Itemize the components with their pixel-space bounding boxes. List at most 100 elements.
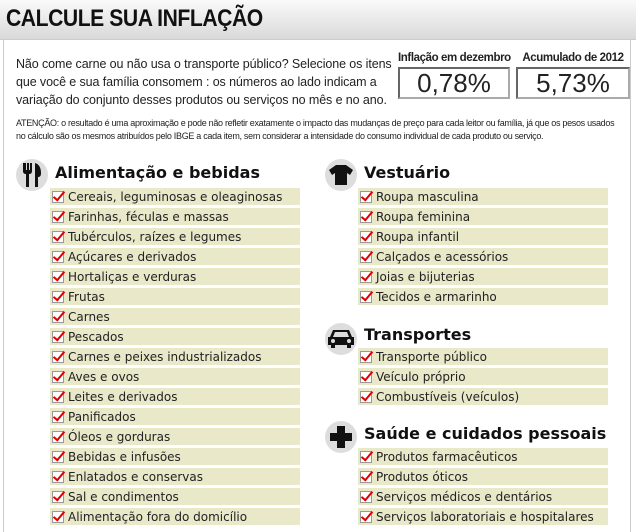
- item-label: Produtos farmacêuticos: [376, 449, 518, 464]
- category-item[interactable]: Roupa feminina: [358, 208, 608, 225]
- category-item[interactable]: Combustíveis (veículos): [358, 388, 608, 405]
- category-items: Produtos farmacêuticos Produtos óticos Ser…: [358, 448, 608, 528]
- checkbox-checked[interactable]: [360, 510, 372, 523]
- stat-value: 5,73%: [516, 67, 630, 99]
- checkbox-checked[interactable]: [52, 190, 64, 203]
- category-item[interactable]: Sal e condimentos: [50, 488, 300, 505]
- item-label: Sal e condimentos: [68, 489, 179, 504]
- category-item[interactable]: Alimentação fora do domicílio: [50, 508, 300, 525]
- category-item[interactable]: Frutas: [50, 288, 300, 305]
- header: CALCULE SUA INFLAÇÃO: [0, 0, 636, 40]
- category-item[interactable]: Transporte público: [358, 348, 608, 365]
- checkbox-checked[interactable]: [360, 290, 372, 303]
- category-item[interactable]: Serviços médicos e dentários: [358, 488, 608, 505]
- checkbox-checked[interactable]: [52, 270, 64, 283]
- checkbox-checked[interactable]: [52, 390, 64, 403]
- checkbox-checked[interactable]: [360, 230, 372, 243]
- checkbox-checked[interactable]: [360, 490, 372, 503]
- category-item[interactable]: Produtos farmacêuticos: [358, 448, 608, 465]
- stat-label: Acumulado de 2012: [522, 52, 624, 64]
- checkbox-checked[interactable]: [52, 450, 64, 463]
- checkbox-checked[interactable]: [360, 370, 372, 383]
- checkbox-checked[interactable]: [52, 350, 64, 363]
- category-item[interactable]: Produtos óticos: [358, 468, 608, 485]
- item-label: Combustíveis (veículos): [376, 389, 520, 404]
- content-panel: [3, 40, 631, 532]
- car-icon: [325, 323, 357, 355]
- item-label: Cereais, leguminosas e oleaginosas: [68, 189, 283, 204]
- category-item[interactable]: Bebidas e infusões: [50, 448, 300, 465]
- category-item[interactable]: Calçados e acessórios: [358, 248, 608, 265]
- category-title: Vestuário: [364, 163, 451, 182]
- checkbox-checked[interactable]: [360, 250, 372, 263]
- category-item[interactable]: Pescados: [50, 328, 300, 345]
- category-item[interactable]: Tecidos e armarinho: [358, 288, 608, 305]
- category-item[interactable]: Roupa masculina: [358, 188, 608, 205]
- checkbox-checked[interactable]: [52, 290, 64, 303]
- item-label: Óleos e gorduras: [68, 429, 171, 444]
- checkbox-checked[interactable]: [360, 190, 372, 203]
- item-label: Veículo próprio: [376, 369, 466, 384]
- category-item[interactable]: Roupa infantil: [358, 228, 608, 245]
- item-label: Açúcares e derivados: [68, 249, 197, 264]
- checkbox-checked[interactable]: [52, 210, 64, 223]
- item-label: Enlatados e conservas: [68, 469, 203, 484]
- category-title: Saúde e cuidados pessoais: [364, 424, 607, 443]
- stat-accumulated: Acumulado de 2012 5,73%: [516, 52, 630, 99]
- intro-text: Não come carne ou não usa o transporte p…: [16, 57, 392, 107]
- category-title: Transportes: [364, 325, 472, 344]
- item-label: Hortaliças e verduras: [68, 269, 197, 284]
- category-item[interactable]: Açúcares e derivados: [50, 248, 300, 265]
- category-item[interactable]: Cereais, leguminosas e oleaginosas: [50, 188, 300, 205]
- category-item[interactable]: Carnes: [50, 308, 300, 325]
- item-label: Joias e bijuterias: [376, 269, 475, 284]
- checkbox-checked[interactable]: [360, 390, 372, 403]
- category-item[interactable]: Aves e ovos: [50, 368, 300, 385]
- category-item[interactable]: Óleos e gorduras: [50, 428, 300, 445]
- warning-note: ATENÇÃO: o resultado é uma aproximação e…: [16, 118, 615, 141]
- item-label: Roupa masculina: [376, 189, 479, 204]
- item-label: Serviços médicos e dentários: [376, 489, 553, 504]
- checkbox-checked[interactable]: [52, 410, 64, 423]
- checkbox-checked[interactable]: [360, 270, 372, 283]
- category-item[interactable]: Leites e derivados: [50, 388, 300, 405]
- checkbox-checked[interactable]: [360, 210, 372, 223]
- category-item[interactable]: Serviços laboratoriais e hospitalares: [358, 508, 608, 525]
- checkbox-checked[interactable]: [52, 430, 64, 443]
- item-label: Carnes: [68, 309, 110, 324]
- checkbox-checked[interactable]: [52, 230, 64, 243]
- checkbox-checked[interactable]: [360, 450, 372, 463]
- stat-december: Inflação em dezembro 0,78%: [398, 52, 511, 99]
- item-label: Roupa feminina: [376, 209, 471, 224]
- category-item[interactable]: Tubérculos, raízes e legumes: [50, 228, 300, 245]
- item-label: Tecidos e armarinho: [376, 289, 497, 304]
- checkbox-checked[interactable]: [52, 250, 64, 263]
- checkbox-checked[interactable]: [52, 510, 64, 523]
- category-item[interactable]: Enlatados e conservas: [50, 468, 300, 485]
- checkbox-checked[interactable]: [52, 310, 64, 323]
- item-label: Farinhas, féculas e massas: [68, 209, 229, 224]
- stat-label: Inflação em dezembro: [398, 52, 511, 64]
- item-label: Calçados e acessórios: [376, 249, 509, 264]
- fork-knife-icon: [16, 159, 48, 191]
- checkbox-checked[interactable]: [360, 470, 372, 483]
- item-label: Panificados: [68, 409, 136, 424]
- checkbox-checked[interactable]: [52, 370, 64, 383]
- category-item[interactable]: Panificados: [50, 408, 300, 425]
- checkbox-checked[interactable]: [52, 490, 64, 503]
- item-label: Leites e derivados: [68, 389, 178, 404]
- category-item[interactable]: Joias e bijuterias: [358, 268, 608, 285]
- shirt-icon: [325, 159, 357, 191]
- category-item[interactable]: Farinhas, féculas e massas: [50, 208, 300, 225]
- category-item[interactable]: Hortaliças e verduras: [50, 268, 300, 285]
- checkbox-checked[interactable]: [52, 470, 64, 483]
- item-label: Produtos óticos: [376, 469, 468, 484]
- category-items: Roupa masculina Roupa feminina Roupa infan…: [358, 188, 608, 308]
- category-item[interactable]: Veículo próprio: [358, 368, 608, 385]
- item-label: Pescados: [68, 329, 124, 344]
- category-item[interactable]: Carnes e peixes industrializados: [50, 348, 300, 365]
- checkbox-checked[interactable]: [360, 350, 372, 363]
- checkbox-checked[interactable]: [52, 330, 64, 343]
- category-items: Transporte público Veículo próprio Combust…: [358, 348, 608, 408]
- item-label: Bebidas e infusões: [68, 449, 181, 464]
